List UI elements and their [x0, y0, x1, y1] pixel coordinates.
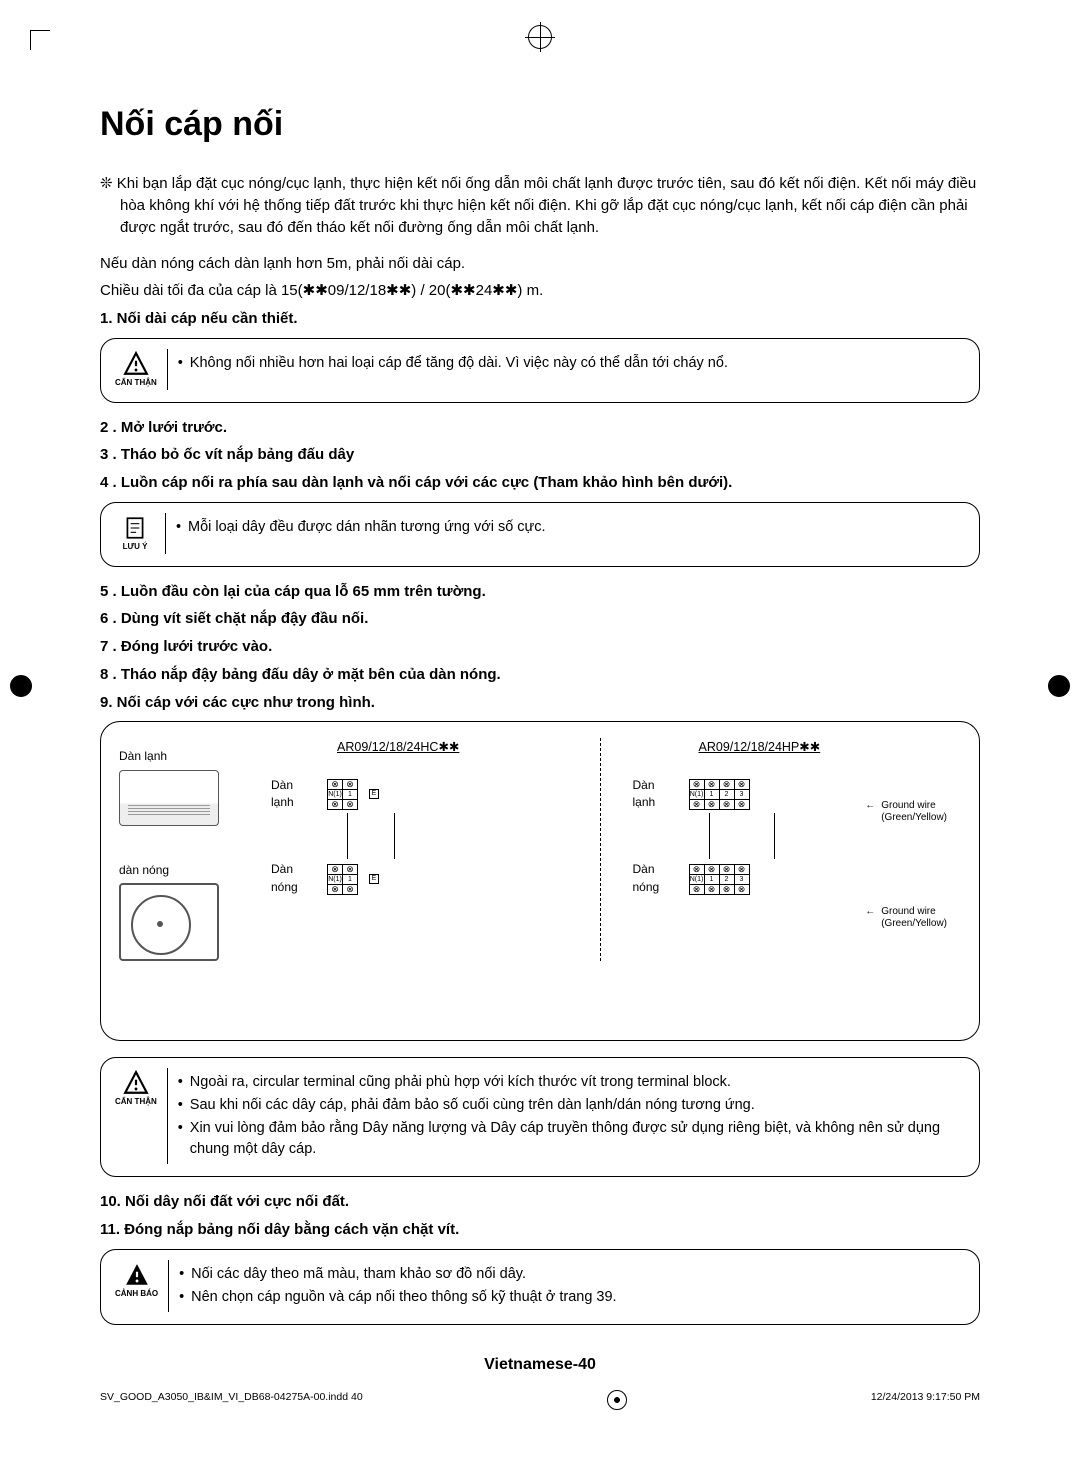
callout-separator — [167, 349, 168, 390]
outdoor-unit-image — [119, 883, 219, 961]
hc-indoor-terminal: N(1)1 — [327, 779, 357, 809]
hp-indoor-label: Dàn lạnh — [609, 777, 679, 812]
registration-mark-right — [1048, 675, 1070, 697]
caution-item-1: Ngoài ra, circular terminal cũng phải ph… — [178, 1072, 965, 1093]
indoor-unit-label: Dàn lạnh — [119, 748, 239, 765]
step-6: 6 . Dùng vít siết chặt nắp đậy đầu nối. — [100, 608, 980, 630]
hp-outdoor-label: Dàn nóng — [609, 861, 679, 896]
intro-paragraph: ❊ Khi bạn lắp đặt cục nóng/cục lạnh, thự… — [100, 173, 980, 238]
page-title: Nối cáp nối — [100, 100, 980, 149]
outdoor-unit-label: dàn nóng — [119, 862, 239, 879]
hp-outdoor-terminal: N(1)123 — [689, 864, 749, 894]
caution-label: CẨN THẬN — [115, 379, 157, 388]
paragraph-distance: Nếu dàn nóng cách dàn lạnh hơn 5m, phải … — [100, 253, 980, 275]
warning-label: CẢNH BÁO — [115, 1290, 158, 1299]
caution-icon: CẨN THẬN — [115, 351, 157, 388]
caution-label: CẨN THẬN — [115, 1098, 157, 1107]
crop-mark — [30, 30, 50, 50]
caution-icon: CẨN THẬN — [115, 1070, 157, 1107]
caution-text: Không nối nhiều hơn hai loại cáp để tăng… — [178, 353, 965, 374]
model-hp-label: AR09/12/18/24HP✱✱ — [699, 738, 821, 756]
note-icon: LƯU Ý — [115, 515, 155, 552]
footer-metadata: SV_GOOD_A3050_IB&IM_VI_DB68-04275A-00.in… — [100, 1390, 980, 1410]
callout-separator — [168, 1260, 169, 1312]
paragraph-max-length: Chiều dài tối đa của cáp là 15(✱✱09/12/1… — [100, 280, 980, 302]
step-9: 9. Nối cáp với các cực như trong hình. — [100, 692, 980, 714]
page-number: Vietnamese-40 — [100, 1353, 980, 1376]
hc-wires — [341, 813, 592, 859]
warning-icon: CẢNH BÁO — [115, 1262, 158, 1299]
earth-box: E — [369, 874, 379, 884]
step-11: 11. Đóng nắp bảng nối dây bằng cách vặn … — [100, 1219, 980, 1241]
warning-item-1: Nối các dây theo mã màu, tham khảo sơ đồ… — [179, 1264, 965, 1285]
caution-item-3: Xin vui lòng đảm bảo rằng Dây năng lượng… — [178, 1118, 965, 1160]
callout-separator — [167, 1068, 168, 1164]
wiring-hc-column: AR09/12/18/24HC✱✱ Dàn lạnh N(1)1 E Dàn n… — [239, 738, 601, 961]
step-2: 2 . Mở lưới trước. — [100, 417, 980, 439]
caution-item-2: Sau khi nối các dây cáp, phải đảm bảo số… — [178, 1095, 965, 1116]
step-4: 4 . Luồn cáp nối ra phía sau dàn lạnh và… — [100, 472, 980, 494]
step-3: 3 . Tháo bỏ ốc vít nắp bảng đấu dây — [100, 444, 980, 466]
caution-callout-2: CẨN THẬN Ngoài ra, circular terminal cũn… — [100, 1057, 980, 1177]
step-5: 5 . Luồn đầu còn lại của cáp qua lỗ 65 m… — [100, 581, 980, 603]
step-8: 8 . Tháo nắp đậy bảng đấu dây ở mặt bên … — [100, 664, 980, 686]
model-hc-label: AR09/12/18/24HC✱✱ — [337, 738, 459, 756]
step-7: 7 . Đóng lưới trước vào. — [100, 636, 980, 658]
wiring-hp-column: AR09/12/18/24HP✱✱ Dàn lạnh N(1)123 Dàn n… — [601, 738, 962, 961]
warning-callout: CẢNH BÁO Nối các dây theo mã màu, tham k… — [100, 1249, 980, 1325]
unit-illustrations: Dàn lạnh dàn nóng — [119, 738, 239, 961]
ground-wire-note-2: Ground wire(Green/Yellow) — [881, 906, 947, 930]
indoor-unit-image — [119, 770, 219, 826]
callout-separator — [165, 513, 166, 554]
warning-item-2: Nên chọn cáp nguồn và cáp nối theo thông… — [179, 1287, 965, 1308]
hc-outdoor-label: Dàn nóng — [247, 861, 317, 896]
note-text: Mỗi loại dây đều được dán nhãn tương ứng… — [176, 517, 965, 538]
ground-wire-note-1: Ground wire(Green/Yellow) — [881, 800, 947, 824]
footer-timestamp: 12/24/2013 9:17:50 PM — [871, 1390, 980, 1410]
caution-callout-1: CẨN THẬN Không nối nhiều hơn hai loại cá… — [100, 338, 980, 403]
footer-filename: SV_GOOD_A3050_IB&IM_VI_DB68-04275A-00.in… — [100, 1390, 363, 1410]
note-label: LƯU Ý — [123, 543, 148, 552]
step-1: 1. Nối dài cáp nếu cần thiết. — [100, 308, 980, 330]
hc-outdoor-terminal: N(1)1 — [327, 864, 357, 894]
note-callout: LƯU Ý Mỗi loại dây đều được dán nhãn tươ… — [100, 502, 980, 567]
step-10: 10. Nối dây nối đất với cực nối đất. — [100, 1191, 980, 1213]
registration-mark-top — [528, 25, 552, 49]
earth-box: E — [369, 789, 379, 799]
hc-indoor-label: Dàn lạnh — [247, 777, 317, 812]
registration-mark-left — [10, 675, 32, 697]
hp-indoor-terminal: N(1)123 — [689, 779, 749, 809]
registration-mark-bottom — [607, 1390, 627, 1410]
wiring-diagram: Dàn lạnh dàn nóng AR09/12/18/24HC✱✱ Dàn … — [100, 721, 980, 1041]
